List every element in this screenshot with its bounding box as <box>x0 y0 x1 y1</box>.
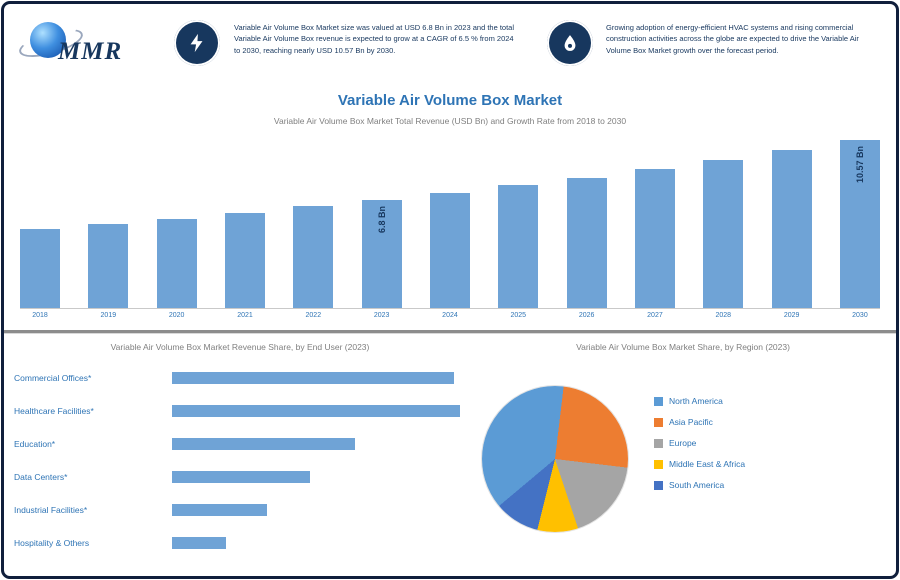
x-tick-label: 2028 <box>715 312 732 319</box>
hbar-row: Hospitality & Others <box>14 526 466 559</box>
x-tick-label: 2019 <box>100 312 117 319</box>
hbar-row: Industrial Facilities* <box>14 493 466 526</box>
hbar-label: Data Centers* <box>14 471 68 482</box>
x-tick-label: 2020 <box>168 312 185 319</box>
legend-label: Middle East & Africa <box>669 459 746 469</box>
hbar-row: Healthcare Facilities* <box>14 394 466 427</box>
x-tick-label: 2018 <box>32 312 48 319</box>
legend-swatch <box>654 459 663 469</box>
legend-label: South America <box>669 480 725 490</box>
x-tick-label: 2025 <box>510 312 527 319</box>
bar-2018 <box>20 229 60 308</box>
hbar-segment-2 <box>172 404 460 417</box>
bar-2019 <box>88 224 129 308</box>
logo-text: MMR <box>58 38 123 65</box>
x-tick-label: 2026 <box>578 312 595 319</box>
bar-value-label: 6.8 Bn <box>376 206 387 234</box>
x-tick-label: 2027 <box>647 312 663 319</box>
hbar-segment-1 <box>172 371 454 384</box>
x-axis-labels: 2018 2019 2020 2021 2022 2023 2024 2025 2026 2027… <box>20 312 880 319</box>
hbar-segment-6 <box>172 536 226 549</box>
x-tick-label: 2030 <box>852 312 868 319</box>
legend-label: Asia Pacific <box>669 417 713 427</box>
legend-item: North America <box>654 396 745 406</box>
legend-item: Asia Pacific <box>654 417 745 427</box>
legend-item: South America <box>654 480 745 490</box>
x-tick-label: 2029 <box>783 312 800 319</box>
legend-swatch <box>654 480 663 490</box>
hbar-row: Commercial Offices* <box>14 361 466 394</box>
legend-item: Europe <box>654 438 745 448</box>
bar-2027 <box>634 169 675 308</box>
globe-icon <box>30 22 66 58</box>
bar-2022 <box>293 206 334 308</box>
bar-2020 <box>156 219 197 308</box>
hbar-row: Education* <box>14 427 466 460</box>
market-size-badge <box>174 20 220 66</box>
end-user-chart: Variable Air Volume Box Market Revenue S… <box>14 342 466 559</box>
region-pie-chart <box>482 386 628 532</box>
x-tick-label: 2024 <box>442 312 458 319</box>
x-tick-label: 2023 <box>373 312 390 319</box>
market-size-text: Variable Air Volume Box Market size was … <box>234 23 515 55</box>
market-driver-text: Growing adoption of energy-efficient HVA… <box>606 23 859 55</box>
region-chart-title: Variable Air Volume Box Market Share, by… <box>576 342 790 352</box>
x-tick-label: 2021 <box>237 312 253 319</box>
bar-2030: 10.57 Bn <box>839 140 880 308</box>
bar-2021 <box>224 213 265 308</box>
end-user-bars: Commercial Offices* Healthcare Facilities… <box>14 361 466 559</box>
x-axis-line <box>20 308 880 309</box>
market-driver-badge <box>547 20 593 66</box>
bar-value-label: 10.57 Bn <box>854 146 865 184</box>
legend-swatch <box>654 396 663 406</box>
region-chart: Variable Air Volume Box Market Share, by… <box>474 342 892 570</box>
region-legend: North America Asia Pacific Europe Middle Ea… <box>654 396 745 501</box>
x-tick-label: 2022 <box>305 312 322 319</box>
legend-label: Europe <box>669 438 697 448</box>
hbar-segment-5 <box>172 503 267 516</box>
legend-swatch <box>654 417 663 427</box>
bar-2026 <box>566 178 607 308</box>
legend-label: North America <box>669 396 723 406</box>
flame-icon <box>564 35 576 51</box>
bar-2029 <box>771 150 812 308</box>
hbar-label: Commercial Offices* <box>14 372 92 383</box>
bar-2025 <box>498 185 539 308</box>
legend-swatch <box>654 438 663 448</box>
bar-2028 <box>703 160 744 308</box>
bar-plot-area: 6.8 Bn 10.57 Bn <box>20 136 880 308</box>
hbar-segment-3 <box>172 437 355 450</box>
hbar-label: Industrial Facilities* <box>14 504 88 515</box>
hbar-row: Data Centers* <box>14 460 466 493</box>
end-user-chart-title: Variable Air Volume Box Market Revenue S… <box>110 342 370 352</box>
mmr-logo: MMR <box>16 16 158 72</box>
page-title: Variable Air Volume Box Market <box>337 92 563 109</box>
revenue-bar-chart: 6.8 Bn 10.57 Bn 2018 2019 2020 2021 2022 2023 2… <box>20 136 880 326</box>
page-subtitle: Variable Air Volume Box Market Total Rev… <box>273 116 627 126</box>
legend-item: Middle East & Africa <box>654 459 745 469</box>
hbar-label: Hospitality & Others <box>14 537 90 548</box>
hbar-label: Healthcare Facilities* <box>14 405 94 416</box>
lightning-icon <box>190 33 203 53</box>
bar-2024 <box>429 193 470 308</box>
section-divider <box>4 330 896 334</box>
hbar-label: Education* <box>14 438 56 449</box>
hbar-segment-4 <box>172 470 310 483</box>
bar-2023: 6.8 Bn <box>361 200 402 308</box>
